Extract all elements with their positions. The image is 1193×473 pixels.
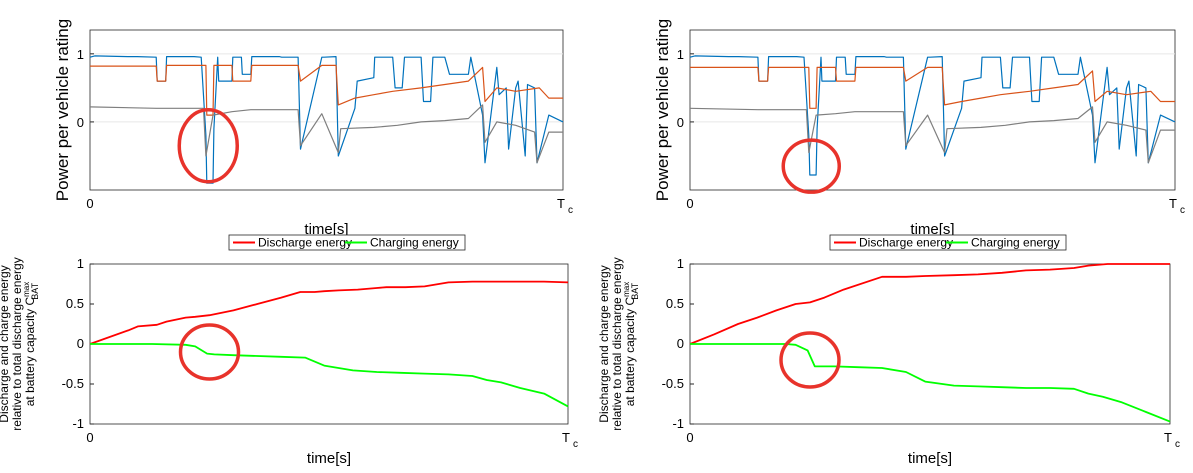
y-tick-label: 1 (77, 256, 84, 271)
legend-entry: Charging energy (370, 236, 459, 250)
series-line-discharge-energy (689, 263, 1170, 345)
series-line-charging-energy (690, 343, 1171, 423)
series-line-power-orange (90, 64, 563, 116)
y-tick-label: -1 (672, 416, 684, 431)
x-axis-label: time[s] (908, 450, 952, 467)
x-tick-label: T (562, 430, 570, 445)
y-axis-label-superscript: max (622, 282, 631, 297)
legend-entry: Discharge energy (258, 236, 352, 250)
y-tick-label: 1 (677, 256, 684, 271)
x-axis-label: time[s] (304, 221, 348, 238)
y-axis-label: Power per vehicle rating (653, 19, 672, 201)
y-tick-label: -1 (72, 416, 84, 431)
series-line-power-blue (689, 55, 1176, 176)
series-line-power-gray (689, 106, 1175, 164)
y-tick-label: 0 (77, 115, 84, 130)
x-tick-label: 0 (86, 196, 93, 211)
y-axis-label-line: Discharge and charge energy (0, 265, 11, 422)
highlight-circle (781, 138, 841, 194)
x-tick-label: 0 (686, 196, 693, 211)
y-axis-label-line: relative to total discharge energy (10, 257, 24, 430)
series-line-power-gray (89, 104, 563, 164)
y-axis-label-line: at battery capacity CmaxBAT (622, 282, 640, 407)
y-axis-label-line: relative to total discharge energy (610, 257, 624, 430)
series-line-power-blue (89, 55, 564, 184)
x-tick-label: 0 (686, 430, 693, 445)
series-line-power-orange (690, 66, 1175, 109)
x-tick-label: T (1164, 430, 1172, 445)
x-tick-label-subscript: c (1180, 205, 1185, 216)
y-axis-label-line: Discharge and charge energy (597, 265, 611, 422)
y-axis-label-line: at battery capacity CmaxBAT (22, 282, 40, 407)
y-tick-label: 0.5 (66, 296, 84, 311)
y-tick-label: 0 (77, 336, 84, 351)
x-tick-label: T (557, 196, 565, 211)
y-tick-label: 1 (677, 47, 684, 62)
x-tick-label: T (1169, 196, 1177, 211)
x-tick-label-subscript: c (568, 205, 573, 216)
y-axis-label: Power per vehicle rating (53, 19, 72, 201)
x-axis-label: time[s] (307, 450, 351, 467)
legend-entry: Discharge energy (859, 236, 953, 250)
x-tick-label-subscript: c (1175, 439, 1180, 450)
highlight-circle (177, 107, 239, 184)
y-axis-label-superscript: max (22, 282, 31, 297)
y-axis-label-subscript: BAT (30, 282, 40, 299)
highlight-circle (779, 331, 841, 389)
series-line-discharge-energy (89, 280, 569, 345)
y-tick-label: 0.5 (666, 296, 684, 311)
legend-entry: Charging energy (971, 236, 1060, 250)
series-line-charging-energy (90, 343, 569, 408)
y-tick-label: -0.5 (662, 376, 684, 391)
x-tick-label: 0 (86, 430, 93, 445)
highlight-circle (178, 323, 241, 381)
y-tick-label: 1 (77, 47, 84, 62)
x-axis-label: time[s] (910, 221, 954, 238)
x-tick-label-subscript: c (573, 439, 578, 450)
y-tick-label: -0.5 (62, 376, 84, 391)
y-tick-label: 0 (677, 336, 684, 351)
y-axis-label-subscript: BAT (630, 282, 640, 299)
y-tick-label: 0 (677, 115, 684, 130)
